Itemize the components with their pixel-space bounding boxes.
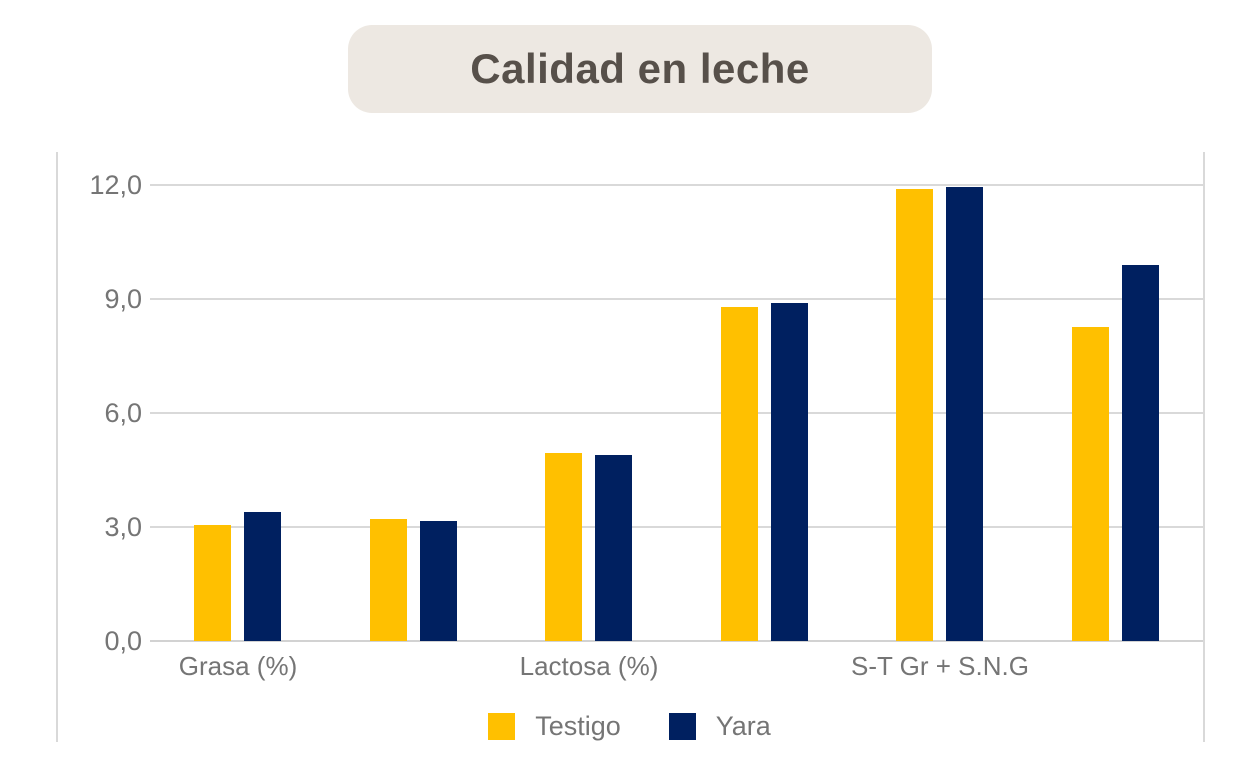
legend-swatch-yara [668,712,696,740]
legend-label: Yara [715,710,771,741]
bar-testigo-3 [721,307,758,641]
bar-testigo-4 [896,189,933,641]
bar-yara-5 [1122,265,1159,641]
legend-label: Testigo [535,710,621,741]
y-tick-label: 9,0 [104,284,142,314]
x-axis-baseline [150,640,1203,642]
chart-legend: Testigo Yara [0,709,1259,743]
chart-title: Calidad en leche [470,45,810,92]
y-tick-label: 6,0 [104,398,142,428]
bar-yara-3 [771,303,808,641]
bar-yara-0 [244,512,281,641]
bar-yara-4 [946,187,983,641]
x-category-label: S-T Gr + S.N.G [851,651,1029,681]
chart-title-pill: Calidad en leche [348,25,932,113]
y-tick-label: 3,0 [104,512,142,542]
plot-left-border [56,152,58,742]
gridline-12,0 [150,184,1203,186]
gridline-6,0 [150,412,1203,414]
bar-testigo-1 [370,519,407,641]
y-tick-label: 0,0 [104,626,142,656]
bar-testigo-5 [1072,327,1109,641]
bar-testigo-2 [545,453,582,641]
legend-item-yara: Yara [668,710,771,742]
bar-testigo-0 [194,525,231,641]
bar-yara-2 [595,455,632,641]
x-category-label: Grasa (%) [178,651,298,681]
gridline-9,0 [150,298,1203,300]
legend-swatch-testigo [488,712,516,740]
gridline-3,0 [150,526,1203,528]
bar-yara-1 [420,521,457,641]
x-category-label: Lactosa (%) [519,651,659,681]
plot-right-border [1203,152,1205,742]
y-tick-label: 12,0 [89,170,142,200]
legend-item-testigo: Testigo [488,711,621,742]
